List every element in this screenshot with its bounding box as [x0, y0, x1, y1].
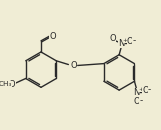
Text: -: - [148, 85, 151, 94]
Text: CH₃: CH₃ [0, 81, 12, 87]
Text: N: N [134, 88, 140, 97]
Text: O: O [134, 97, 141, 106]
Text: -: - [139, 96, 143, 105]
Text: O: O [71, 61, 77, 70]
Text: O: O [127, 37, 134, 46]
Text: +: + [138, 87, 143, 92]
Text: O: O [49, 32, 56, 41]
Text: +: + [123, 38, 128, 43]
Text: O: O [109, 34, 116, 43]
Text: O: O [142, 86, 149, 95]
Text: O: O [9, 80, 16, 89]
Text: N: N [118, 39, 125, 48]
Text: -: - [132, 36, 136, 45]
